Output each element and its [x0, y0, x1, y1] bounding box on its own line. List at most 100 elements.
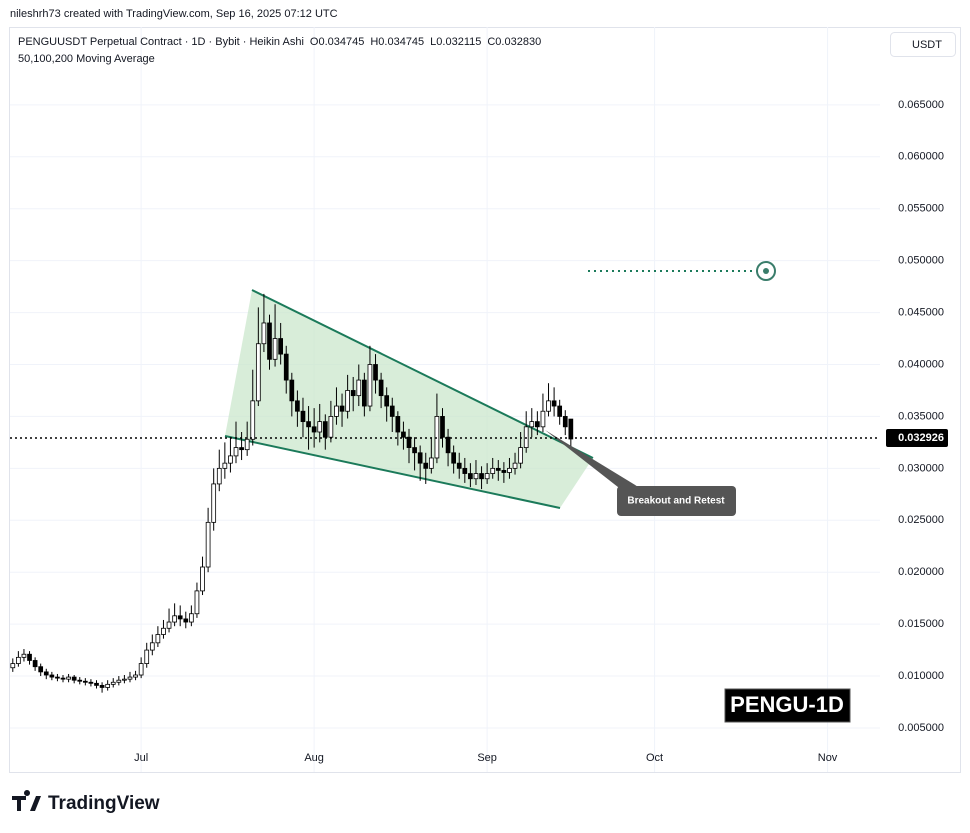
x-tick-label: Oct [646, 752, 663, 764]
logo: TradingView [12, 789, 160, 814]
candle-body [16, 656, 21, 664]
candle-body [166, 621, 172, 629]
currency[interactable]: USDT [912, 39, 942, 51]
ohlc-high: H0.034745 [370, 36, 424, 48]
candle-body [99, 684, 105, 688]
candle-body [32, 660, 38, 668]
candle-body [21, 653, 27, 658]
chart-frame [9, 27, 961, 773]
ohlc-open: O0.034745 [310, 36, 364, 48]
candle-body [289, 379, 295, 402]
candle-body [345, 390, 350, 412]
candle-body [562, 416, 568, 428]
candle-body [322, 421, 328, 438]
y-tick-label: 0.005000 [898, 722, 944, 734]
wedge-fill [225, 290, 593, 508]
candle-body [77, 679, 83, 682]
candle-body [484, 473, 490, 480]
candle-body [138, 663, 144, 676]
candle-body [60, 677, 66, 680]
y-tick-label: 0.020000 [898, 566, 944, 578]
candle-body [334, 405, 339, 417]
candle-body [283, 353, 289, 381]
candle-body [295, 400, 300, 412]
candle-body [189, 613, 194, 623]
wedge-lower [224, 435, 561, 509]
candle-body [306, 421, 311, 428]
candle-body [406, 436, 412, 448]
candle-body [518, 447, 523, 464]
candle-body [194, 590, 200, 615]
candle-body [267, 322, 272, 360]
y-tick-label: 0.030000 [898, 462, 944, 474]
y-tick-label: 0.035000 [898, 410, 944, 422]
candle-body [557, 405, 563, 417]
candle-body [155, 634, 161, 644]
y-tick-label: 0.045000 [898, 306, 944, 318]
candle-body [373, 364, 378, 381]
logo-icon [12, 789, 41, 811]
y-tick-label: 0.015000 [898, 618, 944, 630]
credit: nileshrh73 created with TradingView.com,… [10, 8, 338, 20]
x-tick-label: Jul [134, 752, 148, 764]
candle-body [512, 462, 518, 469]
candle-body [133, 674, 138, 678]
candle-body [88, 681, 94, 684]
candle-body [473, 473, 479, 480]
candle-body [551, 400, 557, 407]
x-tick-label: Nov [818, 752, 838, 764]
currency-button[interactable] [890, 32, 956, 57]
candle-body [161, 627, 166, 635]
candle-body [417, 452, 423, 464]
y-tick-label: 0.025000 [898, 514, 944, 526]
candle-body [49, 674, 55, 678]
candle-body [434, 416, 440, 459]
candle-body [27, 653, 32, 661]
candle-body [110, 681, 116, 685]
x-tick-label: Sep [477, 752, 497, 764]
candle-body [328, 416, 334, 438]
candle-body [205, 521, 211, 568]
candle-body [451, 452, 457, 464]
candle-body [66, 676, 71, 680]
title: PENGUUSDT Perpetual Contract · 1D · Bybi… [18, 36, 304, 48]
candle-body [384, 395, 390, 407]
candle-body [523, 426, 529, 448]
candle-body [501, 470, 507, 473]
candle-body [261, 322, 267, 345]
candle-body [350, 390, 356, 397]
last-price-label: 0.032926 [898, 432, 944, 444]
candle-body [535, 421, 540, 428]
candle-body [311, 426, 317, 433]
axis: 0.005000 0.010000 0.015000 0.020000 0.025000… [10, 99, 948, 764]
candle-body [244, 438, 250, 451]
candle-body [317, 421, 323, 433]
candle-body [440, 416, 445, 438]
candle-body [144, 649, 150, 664]
candle-body [456, 462, 462, 469]
candle-body [211, 483, 217, 523]
callout-text: Breakout and Retest [627, 496, 725, 507]
candle-body [412, 447, 417, 454]
y-tick-label: 0.040000 [898, 358, 944, 370]
candle-body [94, 682, 99, 686]
candle-body [177, 615, 183, 620]
candle-body [540, 410, 546, 428]
candle-body [239, 447, 244, 451]
candle-body [356, 379, 362, 397]
candle-body [233, 447, 239, 457]
candle-body [183, 618, 189, 623]
candle-body [568, 418, 574, 440]
ohlc-close: C0.032830 [487, 36, 541, 48]
candle-body [278, 338, 284, 355]
candle-body [127, 676, 133, 680]
y-tick-label: 0.010000 [898, 670, 944, 682]
y-tick-label: 0.065000 [898, 99, 944, 111]
candle-body [367, 364, 373, 407]
candle-body [222, 462, 228, 469]
candles [10, 293, 574, 693]
candle-body [401, 431, 406, 438]
logo-text: TradingView [48, 793, 160, 814]
y-tick-label: 0.055000 [898, 203, 944, 215]
